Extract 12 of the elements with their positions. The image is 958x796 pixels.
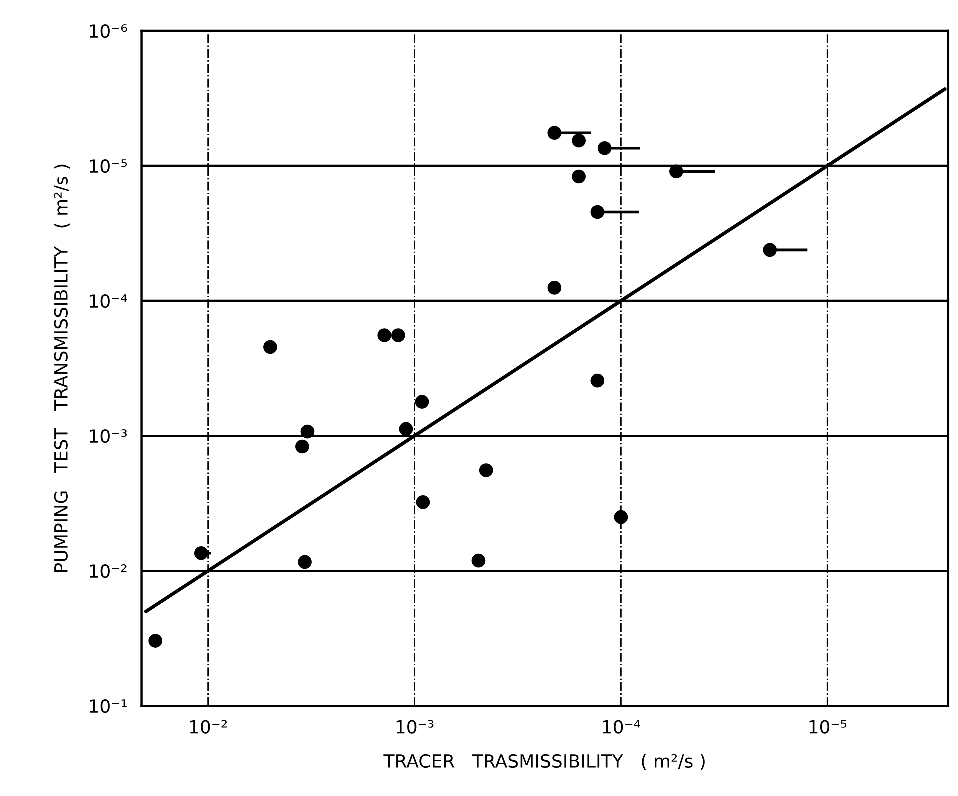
x-axis-title: TRACER TRASMISSIBILITY ( m²/s ) xyxy=(384,754,705,770)
x-tick-label: 10⁻² xyxy=(190,720,228,734)
y-tick-label: 10⁻³ xyxy=(90,430,127,444)
x-tick-label: 10⁻⁴ xyxy=(603,720,640,734)
y-axis-title: PUMPING TEST TRANSMISSIBILITY ( m²/s ) xyxy=(54,164,70,572)
y-tick-label: 10⁻¹ xyxy=(90,700,127,714)
y-tick-label: 10⁻⁶ xyxy=(90,24,128,38)
y-tick-label: 10⁻⁵ xyxy=(90,160,128,174)
y-tick-label: 10⁻² xyxy=(90,564,127,578)
x-tick-label: 10⁻⁵ xyxy=(810,720,847,734)
y-tick-label: 10⁻⁴ xyxy=(90,294,128,308)
x-tick-label: 10⁻³ xyxy=(396,720,434,734)
